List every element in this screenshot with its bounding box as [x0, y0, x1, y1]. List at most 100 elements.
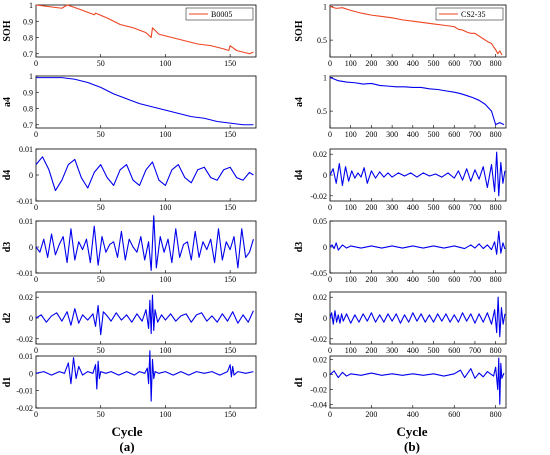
x-tick-label: 300 — [386, 346, 398, 355]
x-tick-label: 500 — [428, 203, 440, 212]
x-tick-label: 200 — [365, 203, 377, 212]
x-axis-label-right: Cycle — [396, 424, 427, 439]
x-tick-label: 100 — [345, 346, 357, 355]
x-tick-label: 800 — [490, 346, 502, 355]
x-tick-label: 100 — [345, 59, 357, 68]
plot-frame — [329, 75, 507, 129]
x-tick-label: 150 — [224, 275, 236, 284]
y-tick-label: 0.8 — [23, 105, 33, 114]
y-tick-label: 0 — [323, 171, 327, 180]
x-tick-label: 300 — [386, 130, 398, 139]
x-tick-label: 50 — [97, 59, 105, 68]
caption-right: (b) — [404, 439, 420, 454]
y-tick-label: 0 — [29, 314, 33, 323]
x-tick-label: 50 — [97, 410, 105, 419]
x-tick-label: 200 — [365, 275, 377, 284]
y-tick-label: -0.02 — [16, 404, 33, 413]
y-tick-label: -0.02 — [310, 335, 327, 344]
y-tick-label: 0.5 — [317, 107, 327, 116]
y-tick-label: -0.02 — [310, 385, 327, 394]
series-line — [35, 156, 254, 192]
x-tick-label: 600 — [448, 130, 460, 139]
series-line — [35, 350, 254, 402]
panel-right-soh: 0 100 200 300 400 500 600 700 800 0.5 1 SOH CS2-35 — [294, 2, 507, 68]
x-tick-label: 300 — [386, 275, 398, 284]
legend-box — [435, 7, 504, 21]
x-tick-label: 600 — [448, 59, 460, 68]
y-tick-label: 0.01 — [19, 352, 33, 361]
x-tick-label: 200 — [365, 130, 377, 139]
x-tick-label: 0 — [328, 410, 332, 419]
y-axis-label: a4 — [294, 97, 305, 107]
x-tick-label: 500 — [428, 130, 440, 139]
x-axis-label-left: Cycle — [111, 424, 142, 439]
y-axis-label: SOH — [2, 20, 13, 41]
y-tick-label: -0.01 — [16, 269, 33, 278]
y-axis-label: d2 — [2, 313, 13, 324]
x-tick-label: 100 — [345, 130, 357, 139]
y-tick-label: -0.01 — [16, 387, 33, 396]
x-tick-label: 600 — [448, 410, 460, 419]
x-tick-label: 400 — [407, 410, 419, 419]
y-axis-label: d1 — [2, 377, 13, 388]
y-axis-label: d3 — [294, 242, 305, 253]
x-tick-label: 600 — [448, 203, 460, 212]
y-tick-label: 0.05 — [313, 217, 327, 226]
x-tick-label: 100 — [159, 346, 171, 355]
x-tick-label: 100 — [345, 203, 357, 212]
y-axis-label: SOH — [294, 20, 305, 41]
x-tick-label: 100 — [159, 275, 171, 284]
y-tick-label: 0 — [29, 171, 33, 180]
x-tick-label: 400 — [407, 346, 419, 355]
x-tick-label: 0 — [328, 275, 332, 284]
x-tick-label: 500 — [428, 346, 440, 355]
y-tick-label: 1 — [29, 72, 33, 81]
plot-frame — [35, 75, 257, 129]
x-tick-label: 800 — [490, 275, 502, 284]
x-tick-label: 200 — [365, 410, 377, 419]
y-tick-label: -0.05 — [310, 269, 327, 278]
x-tick-label: 800 — [490, 59, 502, 68]
y-tick-label: -0.04 — [310, 400, 327, 409]
y-tick-label: 0.01 — [19, 217, 33, 226]
panel-left-soh: 0 50 100 150 0.7 0.8 0.9 1 SOH B0005 — [2, 1, 257, 68]
y-axis-label: d2 — [294, 313, 305, 324]
y-tick-label: 0.9 — [23, 17, 33, 26]
x-tick-label: 500 — [428, 59, 440, 68]
y-tick-label: 1 — [29, 1, 33, 10]
y-axis-label: d4 — [2, 170, 13, 181]
x-tick-label: 100 — [159, 203, 171, 212]
series-line — [35, 4, 254, 55]
x-tick-label: 0 — [34, 275, 38, 284]
panel-left-d1: 0 50 100 150 -0.02 -0.01 0 0.01 d1 — [2, 350, 257, 419]
panel-right-a4: 0 100 200 300 400 500 600 700 800 0.5 1 a4 — [294, 73, 507, 139]
x-tick-label: 300 — [386, 59, 398, 68]
x-tick-label: 0 — [34, 130, 38, 139]
x-tick-label: 600 — [448, 275, 460, 284]
x-tick-label: 150 — [224, 203, 236, 212]
y-tick-label: 0.8 — [23, 34, 33, 43]
series-line — [36, 77, 254, 126]
x-tick-label: 800 — [490, 203, 502, 212]
y-axis-label: a4 — [2, 97, 13, 107]
caption-left: (a) — [119, 439, 134, 454]
y-tick-label: 0.7 — [23, 121, 33, 130]
legend-label: CS2-35 — [461, 10, 485, 19]
x-tick-label: 700 — [469, 130, 481, 139]
y-tick-label: 0 — [323, 314, 327, 323]
y-tick-label: 0.01 — [19, 145, 33, 154]
x-tick-label: 0 — [328, 130, 332, 139]
series-line — [329, 296, 506, 338]
x-tick-label: 50 — [97, 130, 105, 139]
x-tick-label: 150 — [224, 346, 236, 355]
x-tick-label: 800 — [490, 130, 502, 139]
x-tick-label: 700 — [469, 203, 481, 212]
series-line — [35, 215, 254, 271]
y-tick-label: 0.02 — [313, 356, 327, 365]
x-tick-label: 50 — [97, 275, 105, 284]
